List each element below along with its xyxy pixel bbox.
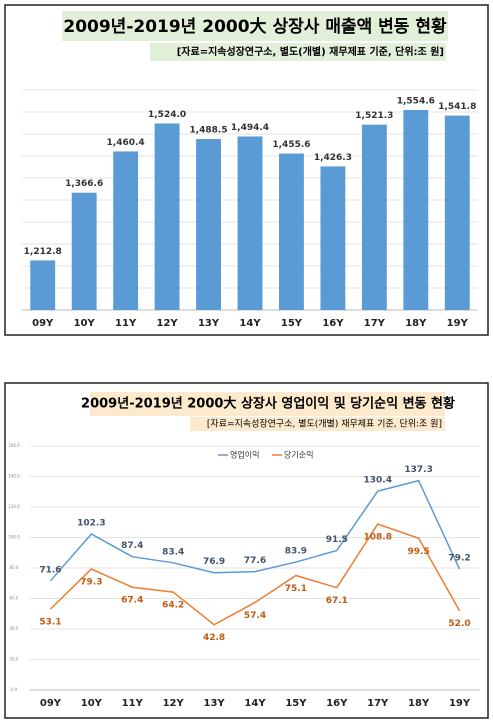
x-tick-label: 16Y	[326, 698, 348, 709]
data-label: 83.4	[162, 547, 184, 557]
legend-label: 당기순익	[284, 450, 313, 460]
bar	[279, 153, 304, 310]
bar	[320, 166, 346, 310]
x-tick-label: 12Y	[157, 318, 179, 329]
subtitle-banner	[150, 43, 446, 61]
frame	[4, 382, 489, 719]
title-banner	[62, 11, 448, 41]
data-label: 1,366.6	[65, 179, 103, 189]
bar	[30, 260, 56, 310]
bar	[196, 139, 221, 310]
data-label: 99.5	[408, 547, 430, 557]
y-tick-label: 0.0	[11, 687, 18, 692]
x-tick-label: 09Y	[32, 318, 54, 329]
bar	[71, 192, 97, 310]
data-label: 79.2	[448, 554, 470, 564]
data-label: 91.5	[326, 535, 348, 545]
x-tick-label: 18Y	[408, 698, 430, 709]
data-label: 1,426.3	[314, 153, 352, 163]
y-tick-label: 80.0	[10, 565, 19, 570]
data-label: 67.4	[121, 596, 143, 606]
data-label: 1,521.3	[355, 111, 393, 121]
data-label: 57.4	[244, 611, 266, 621]
bar	[154, 123, 180, 310]
bar	[361, 124, 387, 311]
y-tick-label: 140.0	[8, 474, 20, 479]
data-label: 1,541.8	[438, 102, 476, 112]
data-label: 79.3	[80, 578, 102, 588]
chart-subtitle: [자료=지속성장연구소, 별도(개별) 재무제표 기준, 단위:조 원]	[177, 45, 444, 58]
y-tick-label: 160.0	[8, 443, 20, 448]
y-tick-label: 120.0	[8, 504, 20, 509]
y-tick-label: 100.0	[8, 535, 20, 540]
x-tick-label: 10Y	[74, 318, 96, 329]
subtitle-banner	[190, 417, 445, 431]
data-label: 108.8	[363, 533, 391, 543]
data-label: 1,494.4	[231, 123, 269, 133]
x-tick-label: 13Y	[198, 318, 220, 329]
data-label: 83.9	[285, 547, 307, 557]
x-tick-label: 12Y	[163, 698, 185, 709]
data-label: 87.4	[121, 541, 143, 551]
y-tick-label: 40.0	[10, 626, 19, 631]
data-label: 1,488.5	[189, 126, 227, 136]
bar	[403, 109, 429, 310]
x-tick-label: 14Y	[239, 318, 261, 329]
x-tick-label: 11Y	[115, 318, 137, 329]
data-label: 52.0	[448, 619, 470, 629]
title-banner	[90, 392, 445, 416]
data-label: 137.3	[404, 465, 432, 475]
data-label: 53.1	[39, 618, 61, 628]
x-tick-label: 14Y	[244, 698, 266, 709]
data-label: 71.6	[39, 565, 61, 575]
x-tick-label: 09Y	[40, 698, 62, 709]
data-label: 76.9	[203, 557, 225, 567]
x-tick-label: 15Y	[281, 318, 303, 329]
chart-title: 2009년-2019년 2000大 상장사 영업이익 및 당기순익 변동 현황	[81, 396, 455, 412]
x-tick-label: 13Y	[204, 698, 226, 709]
bar	[113, 151, 139, 310]
bar	[237, 136, 263, 310]
data-label: 67.1	[326, 596, 348, 606]
data-label: 77.6	[244, 556, 266, 566]
data-label: 75.1	[285, 584, 307, 594]
bar	[444, 115, 470, 310]
series-line	[49, 479, 461, 582]
data-label: 130.4	[363, 476, 391, 486]
data-label: 1,212.8	[24, 247, 62, 257]
data-label: 1,455.6	[272, 140, 310, 150]
x-tick-label: 11Y	[122, 698, 144, 709]
chart-subtitle: [자료=지속성장연구소, 별도(개별) 재무제표 기준, 단위:조 원]	[207, 419, 442, 430]
x-tick-label: 19Y	[449, 698, 471, 709]
data-label: 1,460.4	[107, 138, 145, 148]
x-tick-label: 17Y	[364, 318, 386, 329]
data-label: 102.3	[77, 518, 105, 528]
x-tick-label: 17Y	[367, 698, 389, 709]
data-label: 42.8	[203, 633, 225, 643]
x-tick-label: 19Y	[447, 318, 469, 329]
x-tick-label: 16Y	[322, 318, 344, 329]
chart-title: 2009년-2019년 2000大 상장사 매출액 변동 현황	[63, 16, 447, 37]
legend-label: 영업이익	[230, 450, 259, 460]
series-line	[49, 523, 461, 626]
data-label: 1,554.6	[397, 96, 435, 106]
x-tick-label: 10Y	[81, 698, 103, 709]
y-tick-label: 60.0	[10, 596, 19, 601]
x-tick-label: 15Y	[285, 698, 307, 709]
data-label: 64.2	[162, 601, 184, 611]
data-label: 1,524.0	[148, 110, 186, 120]
x-tick-label: 18Y	[405, 318, 427, 329]
y-tick-label: 20.0	[10, 657, 19, 662]
